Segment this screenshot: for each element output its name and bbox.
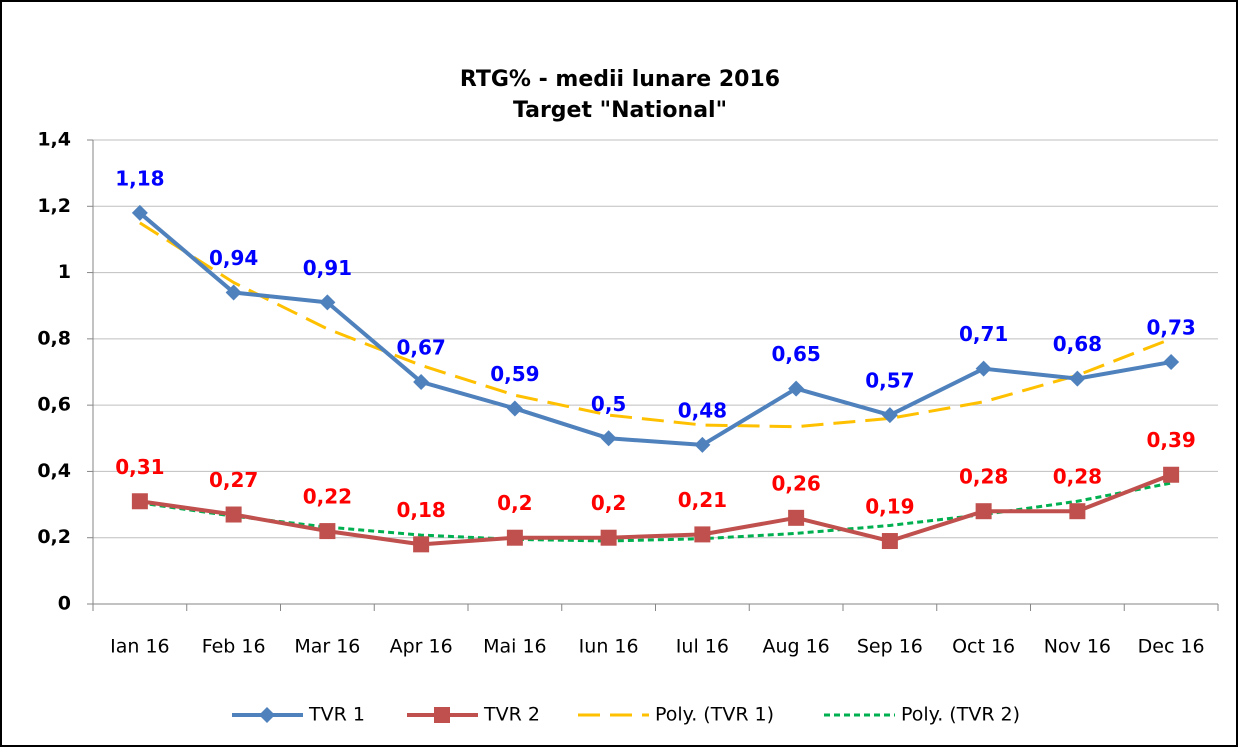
marker — [694, 526, 711, 543]
x-tick-label: Ian 16 — [110, 636, 170, 658]
x-tick-label: Iun 16 — [579, 636, 639, 658]
marker — [881, 407, 898, 424]
data-label: 0,2 — [497, 491, 532, 515]
marker — [600, 430, 617, 447]
marker — [225, 506, 242, 523]
data-label: 0,68 — [1053, 332, 1102, 356]
marker — [319, 523, 336, 540]
marker — [506, 400, 523, 417]
y-tick-label: 0,2 — [37, 526, 71, 548]
marker — [1163, 466, 1180, 483]
data-label: 0,48 — [678, 398, 727, 422]
data-label: 0,59 — [490, 362, 539, 386]
marker — [975, 503, 992, 520]
y-tick-label: 0,4 — [37, 460, 71, 482]
marker — [131, 204, 148, 221]
x-tick-label: Nov 16 — [1044, 636, 1111, 658]
data-label: 0,94 — [209, 246, 258, 270]
legend-marker — [259, 707, 275, 723]
marker — [413, 373, 430, 390]
x-tick-label: Iul 16 — [676, 636, 729, 658]
legend-label: TVR 1 — [308, 704, 365, 726]
line — [138, 211, 1172, 447]
marker — [413, 536, 430, 553]
legend-marker — [434, 707, 450, 723]
data-label: 0,21 — [678, 488, 727, 512]
y-tick-label: 1,4 — [37, 129, 71, 151]
marker — [1069, 370, 1086, 387]
y-tick-label: 0,6 — [37, 394, 71, 416]
data-label: 0,71 — [959, 322, 1008, 346]
legend-label: TVR 2 — [483, 704, 540, 726]
x-tick-label: Sep 16 — [857, 636, 923, 658]
data-label: 0,57 — [865, 369, 914, 393]
y-tick-label: 1 — [58, 261, 71, 283]
legend-label: Poly. (TVR 1) — [655, 704, 774, 726]
marker — [881, 533, 898, 550]
marker — [319, 294, 336, 311]
marker — [975, 360, 992, 377]
y-tick-label: 1,2 — [37, 195, 71, 217]
data-label: 0,5 — [591, 392, 626, 416]
data-label: 1,18 — [115, 166, 164, 190]
marker — [131, 493, 148, 510]
data-label: 0,91 — [303, 256, 352, 280]
data-label: 0,27 — [209, 468, 258, 492]
chart-title: RTG% - medii lunare 2016 — [460, 67, 780, 92]
marker — [506, 529, 523, 546]
marker — [600, 529, 617, 546]
x-tick-label: Apr 16 — [390, 636, 453, 658]
marker — [1163, 354, 1180, 371]
x-tick-label: Feb 16 — [202, 636, 266, 658]
x-tick-label: Dec 16 — [1138, 636, 1205, 658]
marker — [225, 284, 242, 301]
data-label: 0,65 — [771, 342, 820, 366]
x-tick-label: Aug 16 — [762, 636, 829, 658]
marker — [694, 436, 711, 453]
data-label: 0,28 — [959, 465, 1008, 489]
data-label: 0,26 — [771, 471, 820, 495]
y-tick-label: 0,8 — [37, 327, 71, 349]
data-label: 0,2 — [591, 491, 626, 515]
legend-label: Poly. (TVR 2) — [901, 704, 1020, 726]
data-label: 0,18 — [396, 498, 445, 522]
x-tick-label: Mar 16 — [294, 636, 360, 658]
marker — [1069, 503, 1086, 520]
marker — [788, 509, 805, 526]
data-label: 0,22 — [303, 485, 352, 509]
data-label: 0,39 — [1146, 428, 1195, 452]
data-label: 0,19 — [865, 495, 914, 519]
data-label: 0,28 — [1053, 465, 1102, 489]
trend-line — [139, 221, 1172, 429]
x-tick-label: Mai 16 — [483, 636, 547, 658]
marker — [788, 380, 805, 397]
data-label: 0,31 — [115, 455, 164, 479]
data-label: 0,67 — [396, 335, 445, 359]
chart-subtitle: Target "National" — [513, 98, 727, 123]
y-tick-label: 0 — [58, 593, 71, 615]
data-label: 0,73 — [1146, 316, 1195, 340]
x-tick-label: Oct 16 — [952, 636, 1015, 658]
line — [139, 472, 1172, 547]
